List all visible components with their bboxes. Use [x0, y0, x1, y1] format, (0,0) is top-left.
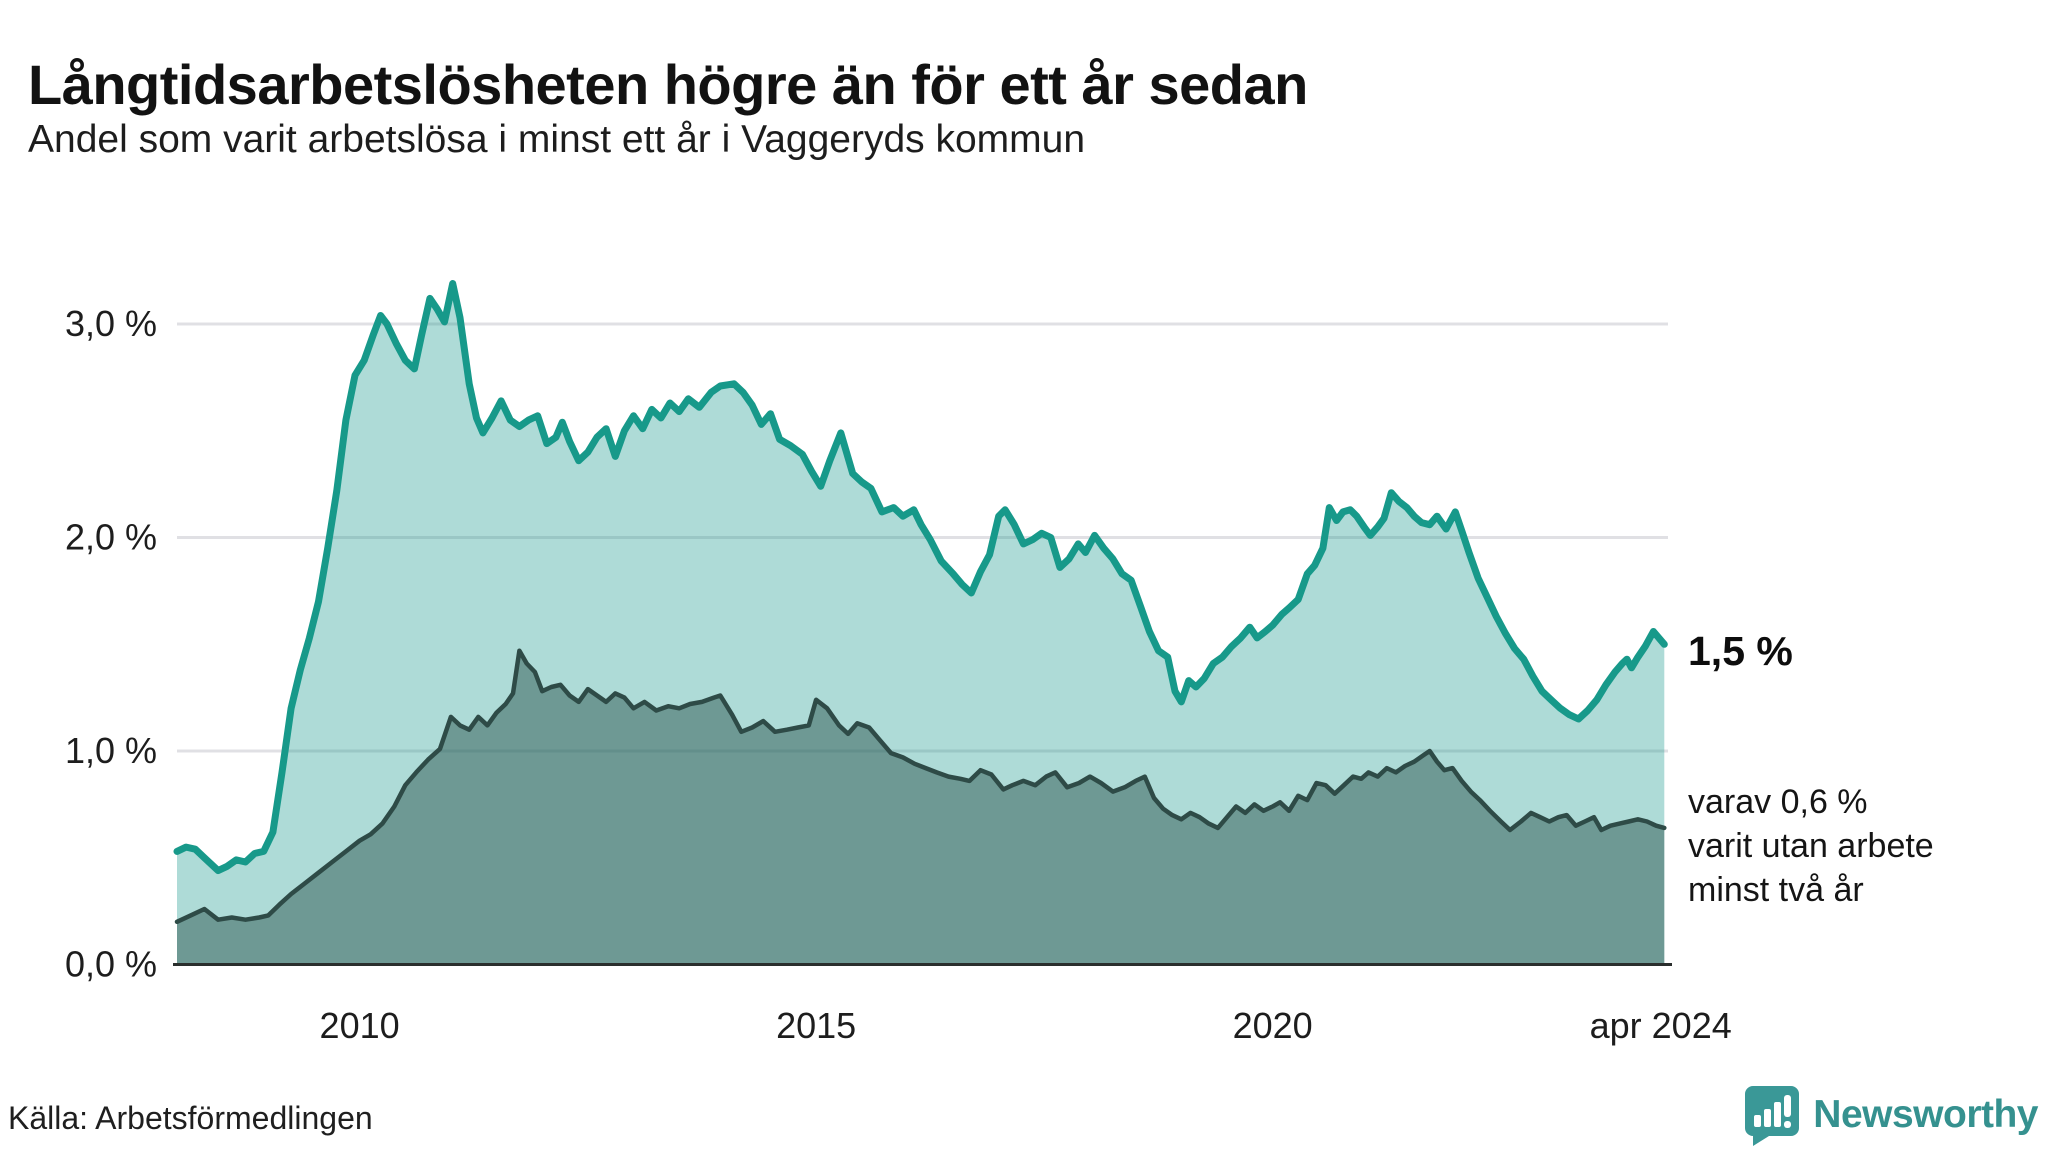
y-tick-label: 2,0 %: [65, 517, 157, 558]
y-tick-label: 1,0 %: [65, 730, 157, 771]
secondary-series-annotation: varav 0,6 % varit utan arbete minst två …: [1688, 780, 2048, 912]
latest-value-label: 1,5 %: [1688, 628, 1793, 674]
y-tick-label: 0,0 %: [65, 944, 157, 985]
x-tick-label: apr 2024: [1590, 1005, 1732, 1046]
annotation-line-3: minst två år: [1688, 871, 1864, 909]
series-two-year-area: [177, 650, 1665, 965]
x-tick-label: 2010: [320, 1005, 400, 1046]
annotation-line-2: varit utan arbete: [1688, 827, 1934, 865]
chart-subtitle: Andel som varit arbetslösa i minst ett å…: [28, 118, 1086, 161]
x-tick-label: 2020: [1233, 1005, 1313, 1046]
series-two-year-line: [174, 648, 1667, 925]
branding: Newsworthy: [1743, 1084, 2038, 1146]
page-title: Långtidsarbetslösheten högre än för ett …: [28, 52, 1308, 116]
y-tick-label: 3,0 %: [65, 303, 157, 344]
x-tick-label: 2015: [776, 1005, 856, 1046]
source-attribution: Källa: Arbetsförmedlingen: [8, 1100, 373, 1136]
series-one-year-line: [173, 280, 1668, 875]
series-one-year-area: [177, 283, 1665, 965]
newsworthy-logo-icon: [1743, 1084, 1801, 1146]
annotation-line-1: varav 0,6 %: [1688, 783, 1868, 821]
branding-name: Newsworthy: [1813, 1093, 2038, 1136]
